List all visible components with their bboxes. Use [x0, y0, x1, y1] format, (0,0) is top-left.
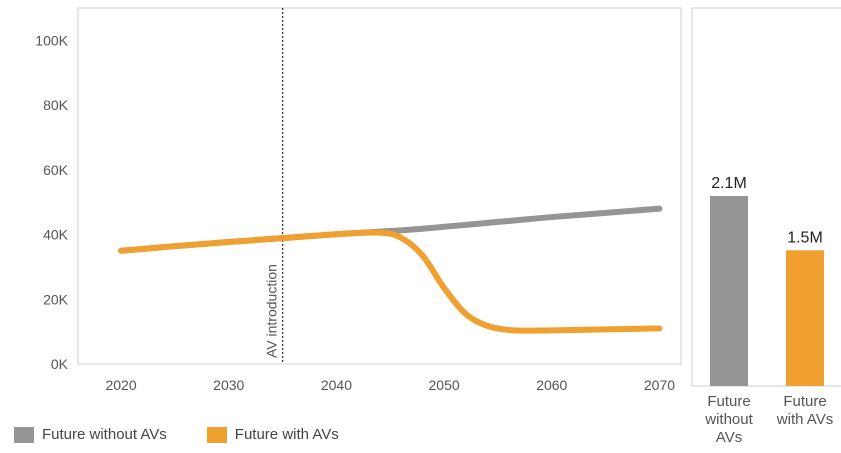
- x-tick-label: 2020: [105, 377, 136, 393]
- line-future-with-avs: [118, 229, 663, 334]
- bar-panel-frame: [691, 7, 841, 387]
- bar-category-label: Future: [707, 393, 750, 410]
- x-tick-label: 2070: [644, 377, 675, 393]
- legend-item-without-avs: Future without AVs: [14, 426, 167, 443]
- legend-swatch-gray: [14, 426, 34, 443]
- legend: Future without AVs Future with AVs: [14, 426, 339, 443]
- bar-with-avs: [786, 250, 824, 386]
- plot-frame: [77, 7, 682, 365]
- annotation-group: AV introduction: [264, 8, 284, 364]
- bar-category-label: AVs: [716, 429, 742, 446]
- legend-swatch-orange: [206, 426, 227, 443]
- legend-label: Future without AVs: [42, 426, 167, 443]
- x-tick-label: 2030: [213, 377, 244, 393]
- x-axis-ticks: 2020 2030 2040 2050 2060 2070: [105, 377, 675, 393]
- y-tick-label: 20K: [43, 291, 69, 307]
- x-tick-label: 2050: [429, 377, 460, 393]
- av-introduction-label: AV introduction: [264, 264, 280, 358]
- legend-label: Future with AVs: [234, 426, 339, 443]
- bar-value-label: 2.1M: [711, 175, 747, 192]
- y-tick-label: 80K: [43, 97, 69, 113]
- bar-category-label: with AVs: [776, 411, 833, 428]
- legend-item-with-avs: Future with AVs: [206, 426, 339, 443]
- y-tick-label: 60K: [43, 162, 69, 178]
- bar-category-label: Future: [783, 393, 826, 410]
- y-tick-label: 100K: [35, 32, 68, 48]
- y-axis-ticks: 0K 20K 40K 60K 80K 100K: [35, 32, 68, 372]
- line-series-group: [118, 205, 663, 334]
- bar-category-label: without: [704, 411, 753, 428]
- y-tick-label: 0K: [51, 356, 69, 372]
- bar-value-label: 1.5M: [787, 229, 823, 246]
- x-tick-label: 2060: [536, 377, 567, 393]
- y-tick-label: 40K: [43, 227, 69, 243]
- x-tick-label: 2040: [321, 377, 352, 393]
- bar-without-avs: [710, 196, 748, 386]
